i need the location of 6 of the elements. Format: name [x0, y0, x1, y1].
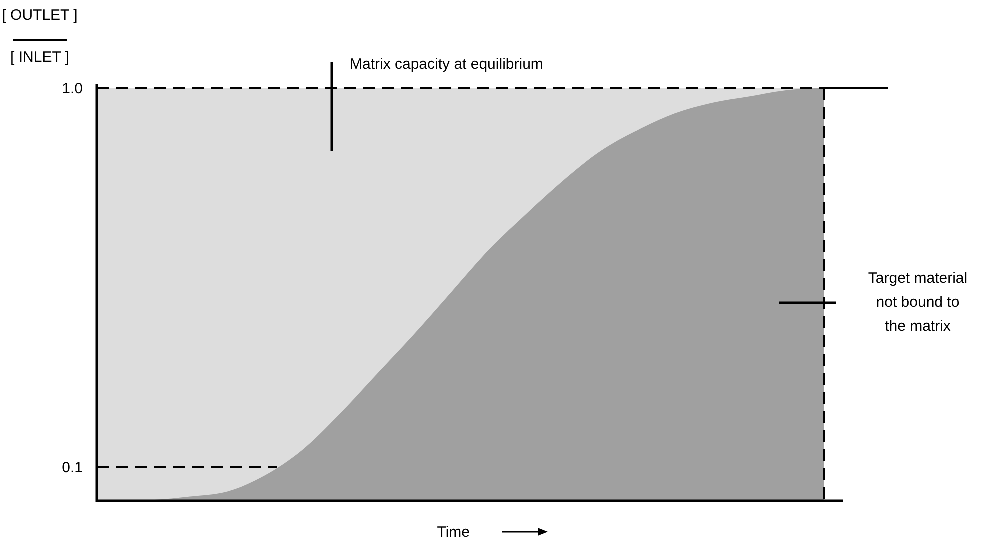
text: Matrix capacity at equilibrium	[350, 56, 544, 73]
y-tick-label: 0.1	[62, 460, 83, 477]
text: Target material not bound to the matrix	[868, 270, 968, 335]
y-tick-label: 1.0	[62, 80, 83, 98]
x-axis-title: Time	[437, 524, 470, 541]
text: [ OUTLET ] [ INLET ]	[2, 7, 78, 66]
